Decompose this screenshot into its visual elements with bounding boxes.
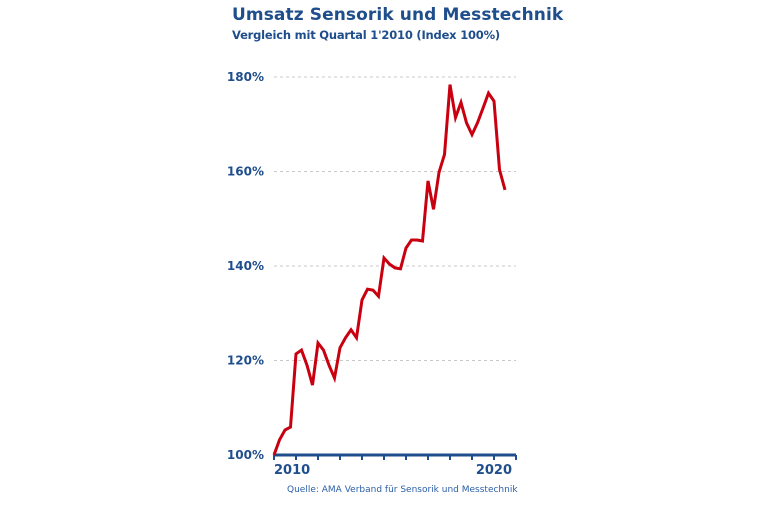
y-tick-label: 100% (227, 448, 264, 462)
y-tick-label: 160% (227, 165, 264, 179)
y-tick-label: 180% (227, 70, 264, 84)
x-axis-labels: 2010 2020 (274, 463, 512, 478)
chart-title: Umsatz Sensorik und Messtechnik (232, 5, 564, 25)
chart-subtitle: Vergleich mit Quartal 1'2010 (Index 100%… (232, 28, 500, 42)
source-note: Quelle: AMA Verband für Sensorik und Mes… (287, 485, 518, 495)
x-tick-label: 2010 (274, 463, 310, 478)
y-axis-ticks: 100% 120% 140% 160% 180% (227, 70, 264, 462)
grid-lines (274, 76, 516, 361)
x-axis (273, 453, 517, 460)
y-tick-label: 140% (227, 259, 264, 273)
series-group (272, 84, 507, 456)
series-line (272, 84, 507, 456)
y-tick-label: 120% (227, 354, 264, 368)
x-tick-label: 2020 (476, 463, 512, 478)
